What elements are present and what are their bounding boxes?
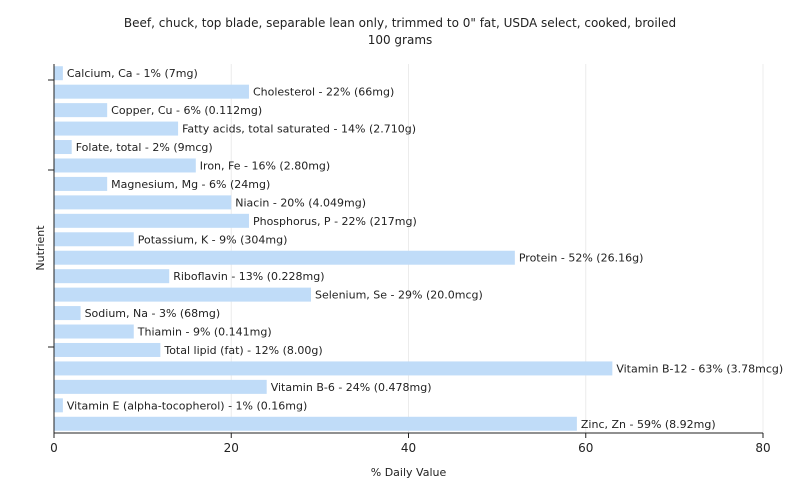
bar-label: Protein - 52% (26.16g) [519,252,644,265]
x-tick-label: 80 [755,441,770,455]
bar-label: Phosphorus, P - 22% (217mg) [253,215,417,228]
x-axis-title: % Daily Value [371,466,447,479]
x-tick-label: 60 [578,441,593,455]
bar [54,213,249,228]
bar-label: Magnesium, Mg - 6% (24mg) [111,178,270,191]
bar-label: Riboflavin - 13% (0.228mg) [173,270,324,283]
bar-label: Vitamin E (alpha-tocopherol) - 1% (0.16m… [67,399,307,412]
bar [54,416,577,431]
bar [54,398,63,413]
bar [54,195,232,210]
bar-label: Copper, Cu - 6% (0.112mg) [111,104,262,117]
bar [54,84,249,99]
x-tick-label: 40 [401,441,416,455]
bar-label: Vitamin B-12 - 63% (3.78mcg) [616,362,783,375]
bar [54,232,134,247]
bar [54,287,312,302]
bar [54,103,108,118]
bar [54,269,170,284]
bar [54,379,267,394]
bar [54,342,161,357]
bar-label: Folate, total - 2% (9mcg) [76,141,213,154]
x-tick-label: 0 [50,441,58,455]
bar-label: Thiamin - 9% (0.141mg) [137,326,272,339]
bar [54,250,515,265]
chart-subtitle: 100 grams [367,33,433,47]
bar-label: Fatty acids, total saturated - 14% (2.71… [182,123,416,136]
chart-title: Beef, chuck, top blade, separable lean o… [123,16,677,30]
bar [54,176,108,191]
bar [54,66,63,81]
bar [54,158,196,173]
bar-label: Selenium, Se - 29% (20.0mcg) [315,289,483,302]
y-axis-title: Nutrient [34,225,47,271]
bar-label: Sodium, Na - 3% (68mg) [85,307,221,320]
bar-label: Niacin - 20% (4.049mg) [235,196,366,209]
bar [54,306,81,321]
bar [54,140,72,155]
bar [54,361,613,376]
bar-label: Vitamin B-6 - 24% (0.478mg) [271,381,432,394]
bar [54,121,179,136]
bar-label: Calcium, Ca - 1% (7mg) [67,67,198,80]
x-tick-label: 20 [224,441,239,455]
bar-label: Total lipid (fat) - 12% (8.00g) [163,344,322,357]
bar-label: Potassium, K - 9% (304mg) [138,233,288,246]
bar [54,324,134,339]
bar-label: Zinc, Zn - 59% (8.92mg) [581,418,716,431]
bar-label: Iron, Fe - 16% (2.80mg) [200,159,330,172]
bar-label: Cholesterol - 22% (66mg) [253,86,394,99]
